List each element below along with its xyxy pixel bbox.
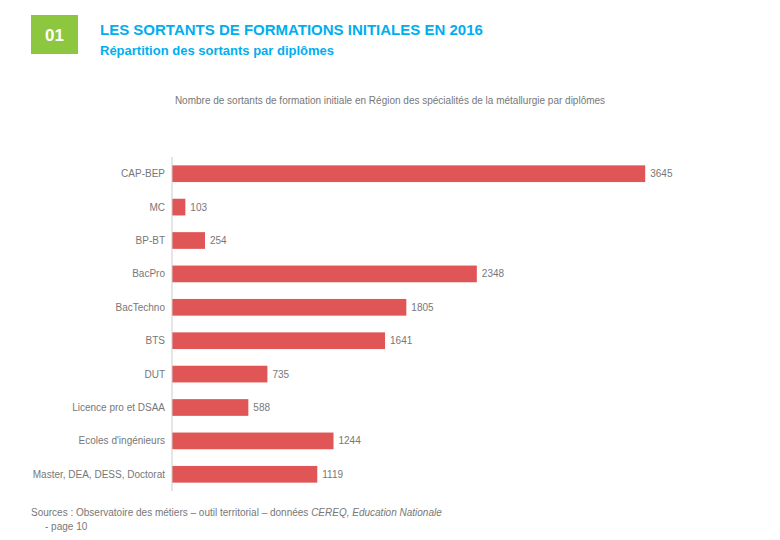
value-label: 1119 xyxy=(322,469,343,480)
value-label: 588 xyxy=(253,402,270,413)
bar xyxy=(172,266,477,283)
bars xyxy=(172,165,645,482)
bar xyxy=(172,332,385,349)
value-label: 1641 xyxy=(390,335,413,346)
source-italic: CEREQ, Education Nationale xyxy=(311,507,442,518)
value-label: 1805 xyxy=(411,302,434,313)
baseline xyxy=(172,157,173,491)
category-label: BTS xyxy=(146,335,166,346)
value-label: 1244 xyxy=(339,435,362,446)
source-text: Sources : Observatoire des métiers – out… xyxy=(31,507,311,518)
label-box xyxy=(31,15,78,54)
title: LES SORTANTS DE FORMATIONS INITIALES EN … xyxy=(100,21,483,38)
bar xyxy=(172,165,645,182)
bar xyxy=(172,299,406,316)
source: Sources : Observatoire des métiers – out… xyxy=(31,507,442,518)
bar xyxy=(172,199,185,216)
chart-subtitle: Nombre de sortants de formation initiale… xyxy=(175,95,605,106)
chart-container: 01 LES SORTANTS DE FORMATIONS INITIALES E… xyxy=(0,0,780,540)
category-label: BacTechno xyxy=(116,302,166,313)
bar xyxy=(172,466,317,483)
subtitle: Répartition des sortants par diplômes xyxy=(100,43,334,58)
value-label: 3645 xyxy=(650,168,673,179)
bar xyxy=(172,433,334,450)
category-label: BP-BT xyxy=(136,235,165,246)
background xyxy=(0,0,780,540)
value-label: 254 xyxy=(210,235,227,246)
category-label: BacPro xyxy=(132,268,165,279)
value-label: 735 xyxy=(272,369,289,380)
category-label: Ecoles d'ingénieurs xyxy=(79,435,165,446)
value-label: 103 xyxy=(190,202,207,213)
chart: 01 LES SORTANTS DE FORMATIONS INITIALES E… xyxy=(0,0,780,540)
category-label: MC xyxy=(149,202,165,213)
category-label: DUT xyxy=(144,369,165,380)
label-box-text: 01 xyxy=(45,26,64,45)
category-label: Licence pro et DSAA xyxy=(72,402,165,413)
bar xyxy=(172,366,267,383)
category-label: Master, DEA, DESS, Doctorat xyxy=(33,469,165,480)
page-text: - page 10 xyxy=(45,521,88,532)
bar xyxy=(172,399,248,416)
bar xyxy=(172,232,205,249)
category-label: CAP-BEP xyxy=(121,168,165,179)
value-label: 2348 xyxy=(482,268,505,279)
